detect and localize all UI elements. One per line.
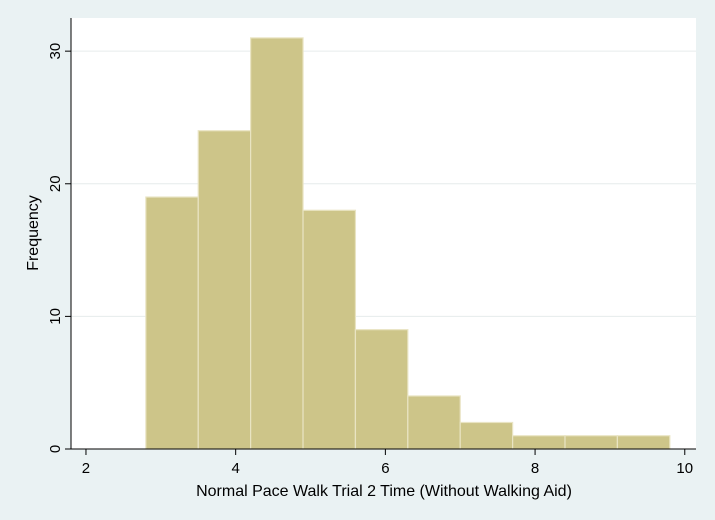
y-tick-label: 0 — [47, 445, 64, 453]
x-tick-label: 10 — [676, 460, 693, 477]
axes: 2 4 6 8 10 0 10 20 30 — [47, 18, 696, 477]
histogram-bar-7 — [459, 421, 514, 450]
histogram-bar-8 — [512, 435, 566, 450]
y-tick-label: 10 — [47, 308, 64, 325]
histogram-bar-1 — [145, 196, 199, 450]
histogram-bar-9 — [564, 435, 619, 450]
x-axis-title: Normal Pace Walk Trial 2 Time (Without W… — [196, 483, 572, 500]
histogram-bar-10 — [616, 435, 671, 450]
x-tick-label: 4 — [231, 460, 239, 477]
x-tick-label: 6 — [381, 460, 389, 477]
histogram-bars — [145, 37, 671, 450]
x-tick-label: 8 — [531, 460, 539, 477]
x-tick-label: 2 — [82, 460, 90, 477]
histogram-bar-2 — [197, 130, 252, 450]
histogram-bar-3 — [250, 37, 304, 450]
histogram-bar-4 — [302, 209, 357, 450]
histogram-bar-5 — [354, 329, 409, 450]
y-tick-label: 20 — [47, 175, 64, 192]
histogram-bar-6 — [407, 395, 461, 450]
y-tick-label: 30 — [47, 43, 64, 60]
y-axis-title: Frequency — [25, 195, 42, 271]
